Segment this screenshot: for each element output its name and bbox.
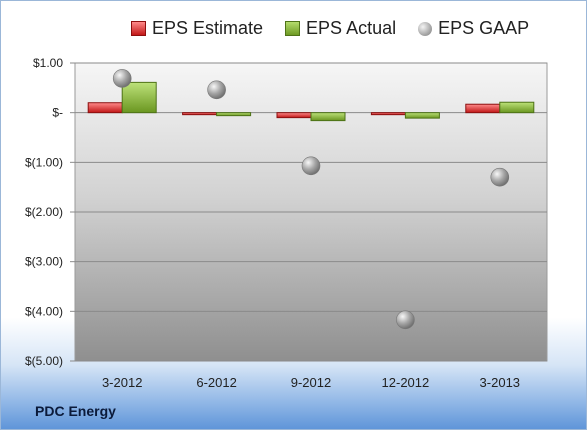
- bar-eps-estimate: [276, 112, 312, 119]
- legend-swatch-gaap: [418, 21, 433, 36]
- legend-label-gaap: EPS GAAP: [438, 18, 530, 38]
- company-name: PDC Energy: [35, 403, 116, 419]
- bar-eps-actual: [404, 112, 440, 119]
- point-eps-gaap: [396, 310, 415, 330]
- point-eps-gaap: [207, 80, 226, 100]
- x-tick-label: 6-2012: [196, 375, 236, 390]
- y-axis-ticks: $1.00 $- $(1.00) $(2.00) $(3.00) $(4.00) $(5.0…: [25, 56, 75, 368]
- legend-item-gaap: EPS GAAP: [418, 18, 529, 39]
- legend-item-actual: EPS Actual: [285, 18, 396, 39]
- x-tick-label: 9-2012: [291, 375, 331, 390]
- legend-label-actual: EPS Actual: [306, 18, 397, 38]
- x-tick-label: 3-2013: [480, 375, 520, 390]
- x-tick-label: 3-2012: [102, 375, 142, 390]
- bar-eps-actual: [121, 81, 157, 114]
- bar-eps-estimate: [370, 112, 406, 116]
- bar-eps-estimate: [87, 102, 123, 114]
- y-tick-label: $(5.00): [25, 354, 63, 368]
- bars: [87, 81, 535, 122]
- y-tick-label: $1.00: [33, 56, 63, 70]
- y-tick-label: $(3.00): [25, 255, 63, 269]
- bar-eps-actual: [310, 112, 346, 122]
- legend-swatch-estimate: [131, 21, 146, 36]
- y-tick-label: $(1.00): [25, 155, 63, 169]
- y-tick-label: $(4.00): [25, 304, 63, 318]
- point-eps-gaap: [301, 156, 321, 176]
- point-eps-gaap: [490, 167, 510, 187]
- gaap-points: [112, 69, 510, 330]
- bar-eps-actual: [216, 112, 252, 117]
- bar-eps-actual: [499, 101, 535, 114]
- x-tick-label: 12-2012: [382, 375, 430, 390]
- legend-swatch-actual: [285, 21, 301, 36]
- legend-item-estimate: EPS Estimate: [131, 18, 263, 39]
- bar-eps-estimate: [465, 103, 501, 114]
- y-tick-label: $(2.00): [25, 205, 63, 219]
- legend: EPS Estimate EPS Actual EPS GAAP: [131, 18, 551, 39]
- bar-eps-estimate: [182, 112, 218, 116]
- point-eps-gaap: [112, 69, 132, 88]
- y-tick-label: $-: [52, 106, 63, 120]
- legend-label-estimate: EPS Estimate: [152, 18, 264, 38]
- x-axis-ticks: 3-2012 6-2012 9-2012 12-2012 3-2013: [102, 375, 520, 390]
